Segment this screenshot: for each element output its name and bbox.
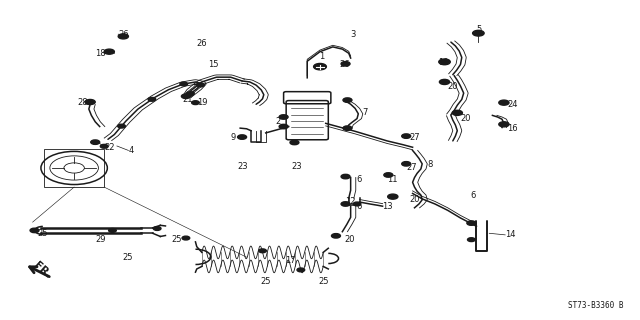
Text: 26: 26	[196, 39, 207, 48]
Text: 9: 9	[230, 133, 236, 142]
Circle shape	[314, 63, 326, 70]
Circle shape	[279, 124, 288, 129]
Circle shape	[180, 82, 188, 86]
Text: 25: 25	[319, 276, 329, 285]
Circle shape	[297, 268, 305, 272]
Text: 4: 4	[129, 146, 134, 155]
Text: 29: 29	[95, 235, 106, 244]
Circle shape	[341, 202, 350, 206]
Circle shape	[279, 115, 288, 119]
Text: 19: 19	[197, 98, 208, 107]
Text: 23: 23	[237, 162, 248, 171]
Circle shape	[91, 140, 100, 144]
Text: 18: 18	[95, 49, 106, 58]
Circle shape	[118, 34, 129, 39]
Circle shape	[100, 144, 108, 148]
Text: 1: 1	[319, 52, 324, 61]
Circle shape	[343, 126, 352, 130]
Circle shape	[182, 236, 189, 240]
Text: 28: 28	[77, 98, 88, 107]
Circle shape	[467, 221, 476, 225]
Circle shape	[118, 124, 125, 128]
Bar	[44, 149, 104, 187]
Text: 27: 27	[406, 164, 417, 172]
Text: 26: 26	[118, 30, 129, 39]
Circle shape	[191, 101, 199, 105]
Circle shape	[343, 98, 352, 102]
Circle shape	[402, 134, 411, 138]
Text: 3: 3	[351, 30, 356, 39]
Text: 21: 21	[182, 95, 193, 104]
Text: ST73-B3360 B: ST73-B3360 B	[568, 301, 623, 310]
Text: 25: 25	[172, 235, 182, 244]
Circle shape	[384, 173, 393, 177]
Text: 25: 25	[122, 253, 132, 262]
Text: 23: 23	[291, 162, 302, 171]
Text: 14: 14	[505, 230, 516, 239]
Circle shape	[196, 83, 204, 87]
Text: 26: 26	[339, 60, 350, 69]
Circle shape	[148, 97, 156, 101]
Circle shape	[341, 174, 350, 179]
Circle shape	[353, 202, 361, 206]
Text: 7: 7	[362, 108, 367, 117]
Circle shape	[452, 110, 463, 116]
Circle shape	[388, 194, 398, 199]
Text: 20: 20	[461, 114, 471, 123]
Text: 13: 13	[383, 202, 393, 211]
Circle shape	[467, 238, 475, 242]
Circle shape	[109, 228, 116, 232]
Circle shape	[341, 61, 350, 66]
Text: FR.: FR.	[31, 260, 52, 281]
Text: 6: 6	[356, 175, 362, 184]
Circle shape	[259, 249, 266, 253]
Circle shape	[85, 100, 95, 105]
Circle shape	[439, 59, 451, 65]
Circle shape	[332, 234, 340, 238]
Text: 16: 16	[507, 124, 518, 132]
Text: 2: 2	[275, 117, 280, 126]
Text: 11: 11	[387, 175, 397, 184]
Circle shape	[104, 49, 115, 54]
Circle shape	[499, 100, 509, 105]
Circle shape	[290, 140, 299, 145]
Text: 22: 22	[105, 143, 115, 152]
Text: 12: 12	[346, 197, 356, 206]
Text: 20: 20	[344, 235, 355, 244]
Text: 5: 5	[476, 25, 482, 34]
Text: 17: 17	[285, 256, 296, 265]
Text: 24: 24	[507, 100, 518, 109]
Text: 8: 8	[428, 160, 433, 169]
Circle shape	[472, 30, 484, 36]
Text: 10: 10	[438, 58, 449, 67]
Text: 20: 20	[448, 82, 458, 91]
Circle shape	[30, 228, 39, 233]
Text: 6: 6	[356, 202, 362, 211]
Circle shape	[402, 162, 411, 166]
Text: 25: 25	[260, 276, 271, 285]
Circle shape	[181, 94, 190, 99]
Text: 15: 15	[208, 60, 219, 69]
Circle shape	[154, 227, 161, 230]
Text: 6: 6	[470, 190, 476, 200]
Text: 27: 27	[410, 133, 420, 142]
Circle shape	[499, 122, 509, 127]
Circle shape	[440, 79, 450, 84]
Circle shape	[237, 135, 246, 139]
Text: 20: 20	[410, 195, 420, 204]
Circle shape	[186, 92, 194, 96]
Text: 25: 25	[38, 229, 48, 238]
